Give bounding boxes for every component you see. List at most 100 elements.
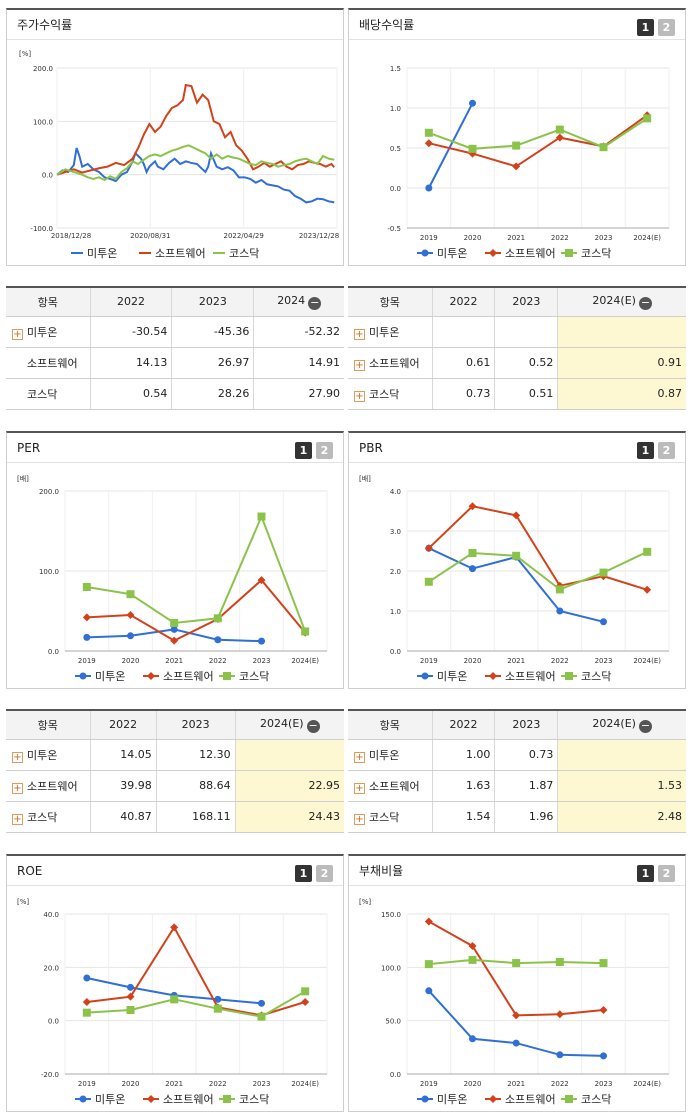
column-header: 2022 (89, 710, 157, 740)
expand-icon[interactable]: + (354, 359, 365, 371)
data-point (424, 544, 433, 553)
view-1-button[interactable]: 1 (637, 442, 654, 459)
expand-icon[interactable]: + (354, 782, 365, 794)
expand-icon[interactable]: + (12, 782, 23, 794)
x-tick-label: 2018/12/28 (51, 232, 91, 240)
view-1-button[interactable]: 1 (637, 865, 654, 882)
collapse-icon[interactable]: − (306, 718, 320, 733)
legend-marker (489, 672, 497, 680)
legend-marker (565, 672, 573, 680)
data-point (82, 613, 91, 622)
column-header: 2023 (171, 287, 254, 317)
y-unit: [배] (359, 474, 371, 483)
table-row: 코스닥 0.54 28.26 27.90 (6, 378, 344, 410)
series-line (428, 114, 648, 168)
row-name-cell: + 코스닥 (6, 801, 90, 833)
view-2-button[interactable]: 2 (658, 19, 675, 36)
row-name-label: 소프트웨어 (27, 356, 78, 370)
view-2-button[interactable]: 2 (316, 865, 333, 882)
legend-label: 미투온 (95, 670, 125, 683)
x-tick-label: 2020 (122, 657, 140, 665)
value-cell: 1.96 (494, 801, 558, 833)
data-point (83, 633, 91, 641)
data-point (82, 1008, 91, 1017)
data-point (127, 632, 134, 640)
table-header-row: 항목 2022 2023 2024(E) − (348, 710, 686, 740)
expand-icon[interactable]: + (354, 390, 365, 402)
row-name-label: 소프트웨어 (369, 779, 420, 793)
x-tick-label: 2020 (122, 1080, 140, 1088)
collapse-icon[interactable]: − (638, 295, 652, 310)
value-cell: -30.54 (89, 316, 172, 348)
debt-ratio-chart: [%] 150.0 100.0 50.0 0.0 2019 2020 2021 2022 2023… (359, 898, 670, 1106)
expand-icon[interactable]: + (12, 813, 23, 825)
legend-label: 소프트웨어 (155, 247, 206, 260)
view-2-button[interactable]: 2 (658, 865, 675, 882)
y-tick-label: 200.0 (33, 65, 53, 73)
expand-icon[interactable]: + (354, 751, 365, 763)
dividend-table: 항목 2022 2023 2024(E) − + 미투온 + 소프트웨어 0.61 0.52 0.91… (348, 286, 686, 410)
column-header-label: 항목 (379, 295, 400, 309)
value-cell: 14.13 (89, 347, 172, 379)
value-cell: 0.61 (431, 347, 495, 379)
legend-marker (489, 1095, 497, 1103)
data-point (424, 917, 433, 926)
y-tick-label: 4.0 (390, 488, 401, 496)
x-tick-label: 2022 (551, 234, 569, 242)
view-1-button[interactable]: 1 (637, 19, 654, 36)
legend-marker (421, 1095, 429, 1103)
x-tick-label: 2024(E) (633, 1080, 661, 1088)
table-row: + 미투온 14.05 12.30 (6, 739, 344, 771)
row-name-label: 코스닥 (27, 810, 58, 824)
expand-icon[interactable]: + (12, 328, 23, 340)
view-1-button[interactable]: 1 (295, 442, 312, 459)
series-line (56, 144, 335, 182)
panel-title: ROE (7, 856, 343, 886)
legend-label: 소프트웨어 (505, 247, 556, 260)
y-tick-label: 3.0 (390, 528, 401, 536)
table-row: 소프트웨어 14.13 26.97 14.91 (6, 347, 344, 379)
expand-icon[interactable]: + (354, 328, 365, 340)
column-header-label: 항목 (37, 295, 58, 309)
legend-marker (79, 1095, 87, 1103)
data-point (257, 512, 266, 521)
value-cell: 1.54 (431, 801, 495, 833)
column-header: 2022 (431, 287, 495, 317)
legend-label: 미투온 (95, 1093, 125, 1106)
data-point (469, 565, 476, 573)
series-line (428, 550, 648, 591)
row-name-cell: + 소프트웨어 (6, 770, 90, 802)
view-2-button[interactable]: 2 (316, 442, 333, 459)
column-header-label: 2023 (512, 295, 541, 309)
column-header-label: 2022 (449, 295, 478, 309)
collapse-icon[interactable]: − (308, 295, 322, 310)
column-header-label: 2024(E) (260, 716, 304, 730)
value-cell: 0.54 (89, 378, 172, 410)
data-point (643, 547, 652, 556)
row-name-label: 미투온 (369, 325, 400, 339)
data-point (469, 1035, 476, 1043)
expand-icon[interactable]: + (12, 751, 23, 763)
legend-marker (79, 672, 87, 680)
expand-icon[interactable]: + (354, 813, 365, 825)
data-point (512, 959, 521, 968)
column-header: 항목 (6, 287, 90, 317)
data-point (214, 636, 222, 644)
legend-label: 미투온 (437, 670, 467, 683)
view-2-button[interactable]: 2 (658, 442, 675, 459)
x-tick-label: 2022/04/29 (223, 232, 263, 240)
data-point (512, 141, 521, 150)
collapse-icon[interactable]: − (638, 718, 652, 733)
y-tick-label: 1.5 (390, 65, 401, 73)
column-header: 2022 (89, 287, 172, 317)
data-point (599, 568, 608, 577)
view-1-button[interactable]: 1 (295, 865, 312, 882)
y-tick-label: 100.0 (39, 568, 59, 576)
data-point (82, 998, 91, 1006)
data-point (126, 1006, 135, 1014)
